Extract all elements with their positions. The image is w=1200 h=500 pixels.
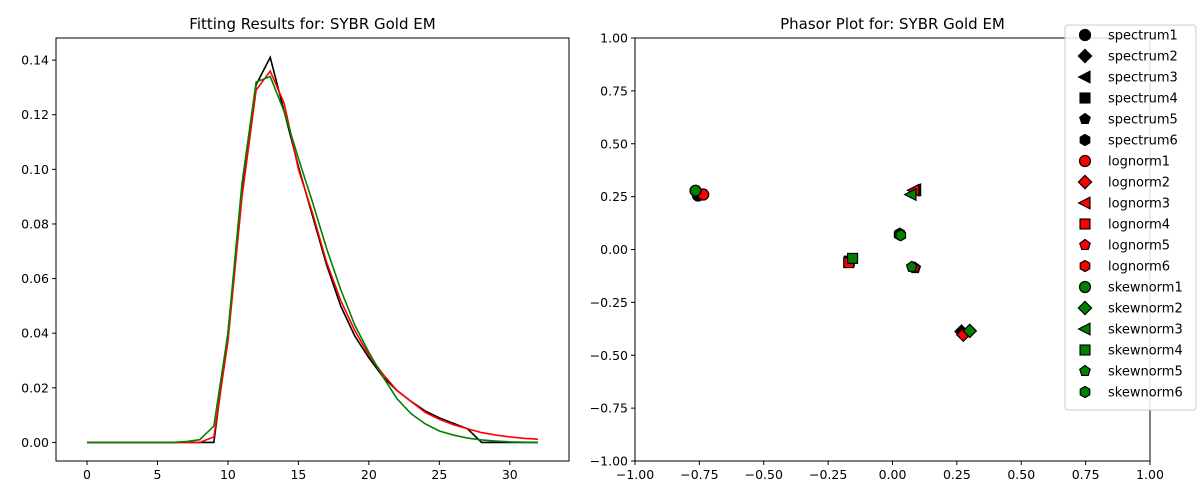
phasor-plot-chart: Phasor Plot for: SYBR Gold EM −1.00 −0.75… bbox=[590, 15, 1197, 483]
series-line bbox=[87, 75, 539, 444]
legend-label: lognorm2 bbox=[1108, 176, 1170, 191]
y-tick-label: −1.00 bbox=[590, 454, 628, 469]
legend-marker bbox=[1078, 280, 1092, 294]
phasor-point bbox=[903, 187, 917, 202]
y-tick-label: −0.25 bbox=[590, 295, 628, 310]
legend-label: skewnorm5 bbox=[1108, 365, 1183, 380]
legend-marker bbox=[1079, 92, 1091, 104]
y-tick-label: 0.06 bbox=[21, 271, 49, 286]
y-tick-label: −0.50 bbox=[590, 348, 628, 363]
x-tick-label: 15 bbox=[290, 467, 306, 482]
x-tick-label: 0.25 bbox=[943, 467, 971, 482]
axes: 0 5 10 15 20 25 30 0.00 0.02 0.04 0.06 0.08 0.10 0.12… bbox=[21, 53, 518, 482]
legend-label: skewnorm1 bbox=[1108, 281, 1183, 296]
x-tick-label: −0.50 bbox=[745, 467, 783, 482]
x-tick-label: −0.75 bbox=[680, 467, 718, 482]
plot-frame bbox=[55, 37, 570, 462]
legend-marker bbox=[1077, 322, 1091, 336]
legend-label: lognorm5 bbox=[1108, 239, 1170, 254]
y-tick-label: 0.50 bbox=[600, 136, 628, 151]
legend-marker bbox=[1079, 238, 1091, 251]
legend-marker bbox=[1079, 364, 1091, 377]
x-tick-label: 30 bbox=[502, 467, 518, 482]
legend-label: spectrum5 bbox=[1108, 113, 1178, 128]
y-tick-label: 0.12 bbox=[21, 107, 49, 122]
y-tick-label: 0.00 bbox=[600, 242, 628, 257]
legend-marker bbox=[1077, 196, 1091, 210]
legend-label: lognorm6 bbox=[1108, 260, 1170, 275]
legend-label: skewnorm4 bbox=[1108, 344, 1183, 359]
legend: spectrum1 spectrum2 spectrum3 spectrum4 spec… bbox=[1064, 24, 1197, 411]
x-tick-label: 1.00 bbox=[1136, 467, 1164, 482]
legend-marker bbox=[1077, 48, 1093, 64]
phasor-point bbox=[962, 323, 978, 339]
legend-marker bbox=[1077, 174, 1093, 190]
fitting-results-chart: Fitting Results for: SYBR Gold EM 0 5 10 15… bbox=[21, 15, 570, 482]
legend-label: spectrum2 bbox=[1108, 50, 1178, 65]
x-tick-label: 0.00 bbox=[879, 467, 907, 482]
x-tick-label: 25 bbox=[431, 467, 447, 482]
legend-marker bbox=[1079, 259, 1091, 273]
chart-title: Phasor Plot for: SYBR Gold EM bbox=[780, 15, 1005, 33]
x-tick-label: 10 bbox=[220, 467, 236, 482]
x-tick-label: 0.75 bbox=[1072, 467, 1100, 482]
legend-marker bbox=[1077, 300, 1093, 316]
series-line bbox=[87, 55, 538, 444]
legend-marker bbox=[1077, 70, 1091, 84]
x-tick-label: −0.25 bbox=[809, 467, 847, 482]
legend-label: lognorm1 bbox=[1108, 155, 1170, 170]
series-line bbox=[87, 69, 539, 444]
phasor-point bbox=[689, 184, 702, 197]
chart-title: Fitting Results for: SYBR Gold EM bbox=[189, 15, 435, 33]
phasor-points bbox=[689, 183, 978, 343]
y-tick-label: 0.25 bbox=[600, 189, 628, 204]
x-tick-label: 20 bbox=[361, 467, 377, 482]
legend-label: skewnorm3 bbox=[1108, 323, 1183, 338]
legend-marker bbox=[1079, 218, 1091, 230]
legend-label: spectrum3 bbox=[1108, 71, 1178, 86]
y-tick-label: 1.00 bbox=[600, 31, 628, 46]
legend-label: skewnorm6 bbox=[1108, 386, 1183, 401]
y-tick-label: 0.75 bbox=[600, 83, 628, 98]
y-tick-label: −0.75 bbox=[590, 401, 628, 416]
legend-label: lognorm3 bbox=[1108, 197, 1170, 212]
legend-marker bbox=[1078, 154, 1092, 168]
phasor-point bbox=[905, 260, 918, 272]
y-tick-label: 0.14 bbox=[21, 53, 49, 68]
legend-box bbox=[1064, 24, 1197, 411]
legend-marker bbox=[1079, 385, 1091, 399]
y-tick-label: 0.08 bbox=[21, 216, 49, 231]
legend-marker bbox=[1079, 344, 1091, 356]
legend-marker bbox=[1079, 112, 1091, 125]
y-tick-label: 0.00 bbox=[21, 435, 49, 450]
legend-label: spectrum6 bbox=[1108, 134, 1178, 149]
phasor-point bbox=[895, 229, 907, 242]
x-tick-label: 0.50 bbox=[1007, 467, 1035, 482]
axes: −1.00 −0.75 −0.50 −0.25 0.00 0.25 0.50 0.75 1.00… bbox=[590, 31, 1164, 483]
legend-marker bbox=[1079, 133, 1091, 147]
phasor-point bbox=[847, 252, 859, 264]
legend-label: skewnorm2 bbox=[1108, 302, 1183, 317]
y-tick-label: 0.02 bbox=[21, 380, 49, 395]
legend-marker bbox=[1078, 28, 1092, 42]
x-tick-label: −1.00 bbox=[616, 467, 654, 482]
x-tick-label: 5 bbox=[153, 467, 161, 482]
legend-label: spectrum1 bbox=[1108, 29, 1178, 44]
y-tick-label: 0.10 bbox=[21, 162, 49, 177]
x-tick-label: 0 bbox=[83, 467, 91, 482]
series-lines bbox=[87, 55, 539, 444]
legend-label: lognorm4 bbox=[1108, 218, 1170, 233]
y-tick-label: 0.04 bbox=[21, 326, 49, 341]
legend-label: spectrum4 bbox=[1108, 92, 1178, 107]
